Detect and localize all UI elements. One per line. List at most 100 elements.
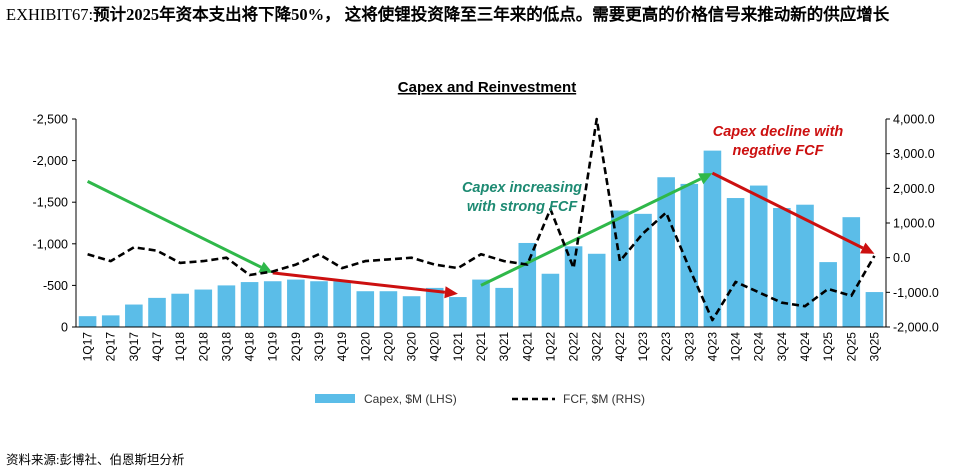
capex-bar [749,185,768,327]
x-tick-label: 1Q19 [266,332,280,362]
left-tick-label: -2,000 [33,154,68,168]
exhibit-text: 预计2025年资本支出将下降50%， 这将使锂投资降至三年来的低点。需要更高的价… [93,5,890,24]
x-tick-label: 3Q21 [497,332,511,362]
left-tick-label: -1,000 [33,237,68,251]
x-tick-label: 3Q25 [867,332,881,362]
right-tick-label: 3,000.0 [893,147,935,161]
capex-bar [171,293,189,327]
capex-bar [402,296,421,327]
trend-arrow-line [480,177,702,287]
left-tick-label: -2,500 [33,113,68,127]
right-tick-label: 4,000.0 [893,113,935,127]
annotation-increase-line2: with strong FCF [467,199,578,215]
right-tick-label: -1,000.0 [893,286,939,300]
fcf-line-group [87,117,876,322]
trend-arrow-line [272,271,446,294]
x-tick-label: 4Q18 [243,332,257,362]
capex-bar [194,289,213,327]
capex-bar [449,297,467,327]
capex-bar [101,315,120,327]
right-tick-label: 2,000.0 [893,182,935,196]
x-tick-label: 1Q17 [81,332,95,362]
x-tick-label: 4Q22 [613,332,627,362]
trend-arrows [86,171,875,299]
capex-bar [819,262,837,327]
capex-bar [379,291,398,327]
x-tick-label: 2Q17 [104,332,118,362]
capex-bar [564,246,583,327]
annotations: Capex increasing with strong FCF Capex dec… [462,124,843,215]
x-tick-label: 1Q18 [173,332,187,362]
axes: -2,500 -2,000 -1,500 -1,000 -500 0 4,000.0 3,00… [33,113,939,362]
x-tick-label: 2Q19 [289,332,303,362]
capex-bar [657,177,675,327]
capex-bar [472,279,490,327]
capex-bar [217,285,236,327]
x-tick-label: 3Q24 [775,332,789,362]
trend-arrow-head [698,173,713,185]
left-tick-label: -500 [43,279,68,293]
capex-bar [842,217,861,327]
trend-arrow-head [258,261,273,273]
exhibit-label: EXHIBIT67: [6,5,94,24]
legend-fcf-label: FCF, $M (RHS) [563,392,645,406]
capex-bar [356,291,375,327]
x-tick-label: 3Q17 [127,332,141,362]
capex-bar [726,198,745,327]
x-tick-label: 2Q25 [844,332,858,362]
annotation-increase-line1: Capex increasing [462,180,582,196]
right-tick-label: 1,000.0 [893,217,935,231]
x-tick-label: 1Q20 [358,332,372,362]
x-tick-label: 1Q23 [636,332,650,362]
right-tick-label: -2,000.0 [893,321,939,335]
x-tick-label: 2Q22 [567,332,581,362]
capex-bar [865,292,884,327]
capex-bar [263,281,282,327]
capex-bar [634,213,652,327]
capex-bars [78,150,884,327]
x-tick-label: 4Q17 [150,332,164,362]
trend-arrow-line [86,180,262,269]
x-tick-label: 1Q21 [451,332,465,362]
capex-bar [680,183,699,327]
x-tick-label: 1Q25 [821,332,835,362]
capex-bar [333,281,351,327]
x-tick-label: 4Q24 [798,332,812,362]
annotation-decline-line2: negative FCF [732,143,824,159]
capex-bar [78,316,97,327]
x-tick-label: 3Q22 [590,332,604,362]
chart-title: Capex and Reinvestment [398,79,576,96]
x-tick-label: 1Q22 [543,332,557,362]
x-tick-label: 2Q24 [752,332,766,362]
capex-bar [611,210,629,327]
x-tick-label: 2Q20 [381,332,395,362]
capex-bar [148,297,166,327]
x-tick-label: 3Q19 [312,332,326,362]
capex-bar [518,242,537,327]
x-tick-label: 4Q23 [705,332,719,362]
legend-capex-swatch [315,394,355,403]
fcf-line [87,117,876,322]
capex-bar [796,204,814,327]
capex-bar [310,281,328,327]
x-tick-label: 4Q21 [520,332,534,362]
annotation-decline-line1: Capex decline with [713,124,844,140]
x-tick-label: 3Q20 [405,332,419,362]
legend-capex-label: Capex, $M (LHS) [364,392,457,406]
capex-bar [541,273,560,327]
capex-bar [425,287,444,327]
exhibit-title: EXHIBIT67:预计2025年资本支出将下降50%， 这将使锂投资降至三年来… [6,4,956,26]
capex-bar [125,304,143,327]
x-tick-label: 2Q23 [659,332,673,362]
left-tick-label: 0 [61,321,68,335]
x-tick-label: 4Q20 [428,332,442,362]
x-tick-label: 3Q18 [219,332,233,362]
x-tick-label: 2Q18 [196,332,210,362]
x-tick-label: 3Q23 [682,332,696,362]
left-tick-label: -1,500 [33,196,68,210]
x-tick-label: 2Q21 [474,332,488,362]
x-tick-label: 1Q24 [729,332,743,362]
right-tick-label: 0.0 [893,251,910,265]
capex-bar [287,279,305,327]
